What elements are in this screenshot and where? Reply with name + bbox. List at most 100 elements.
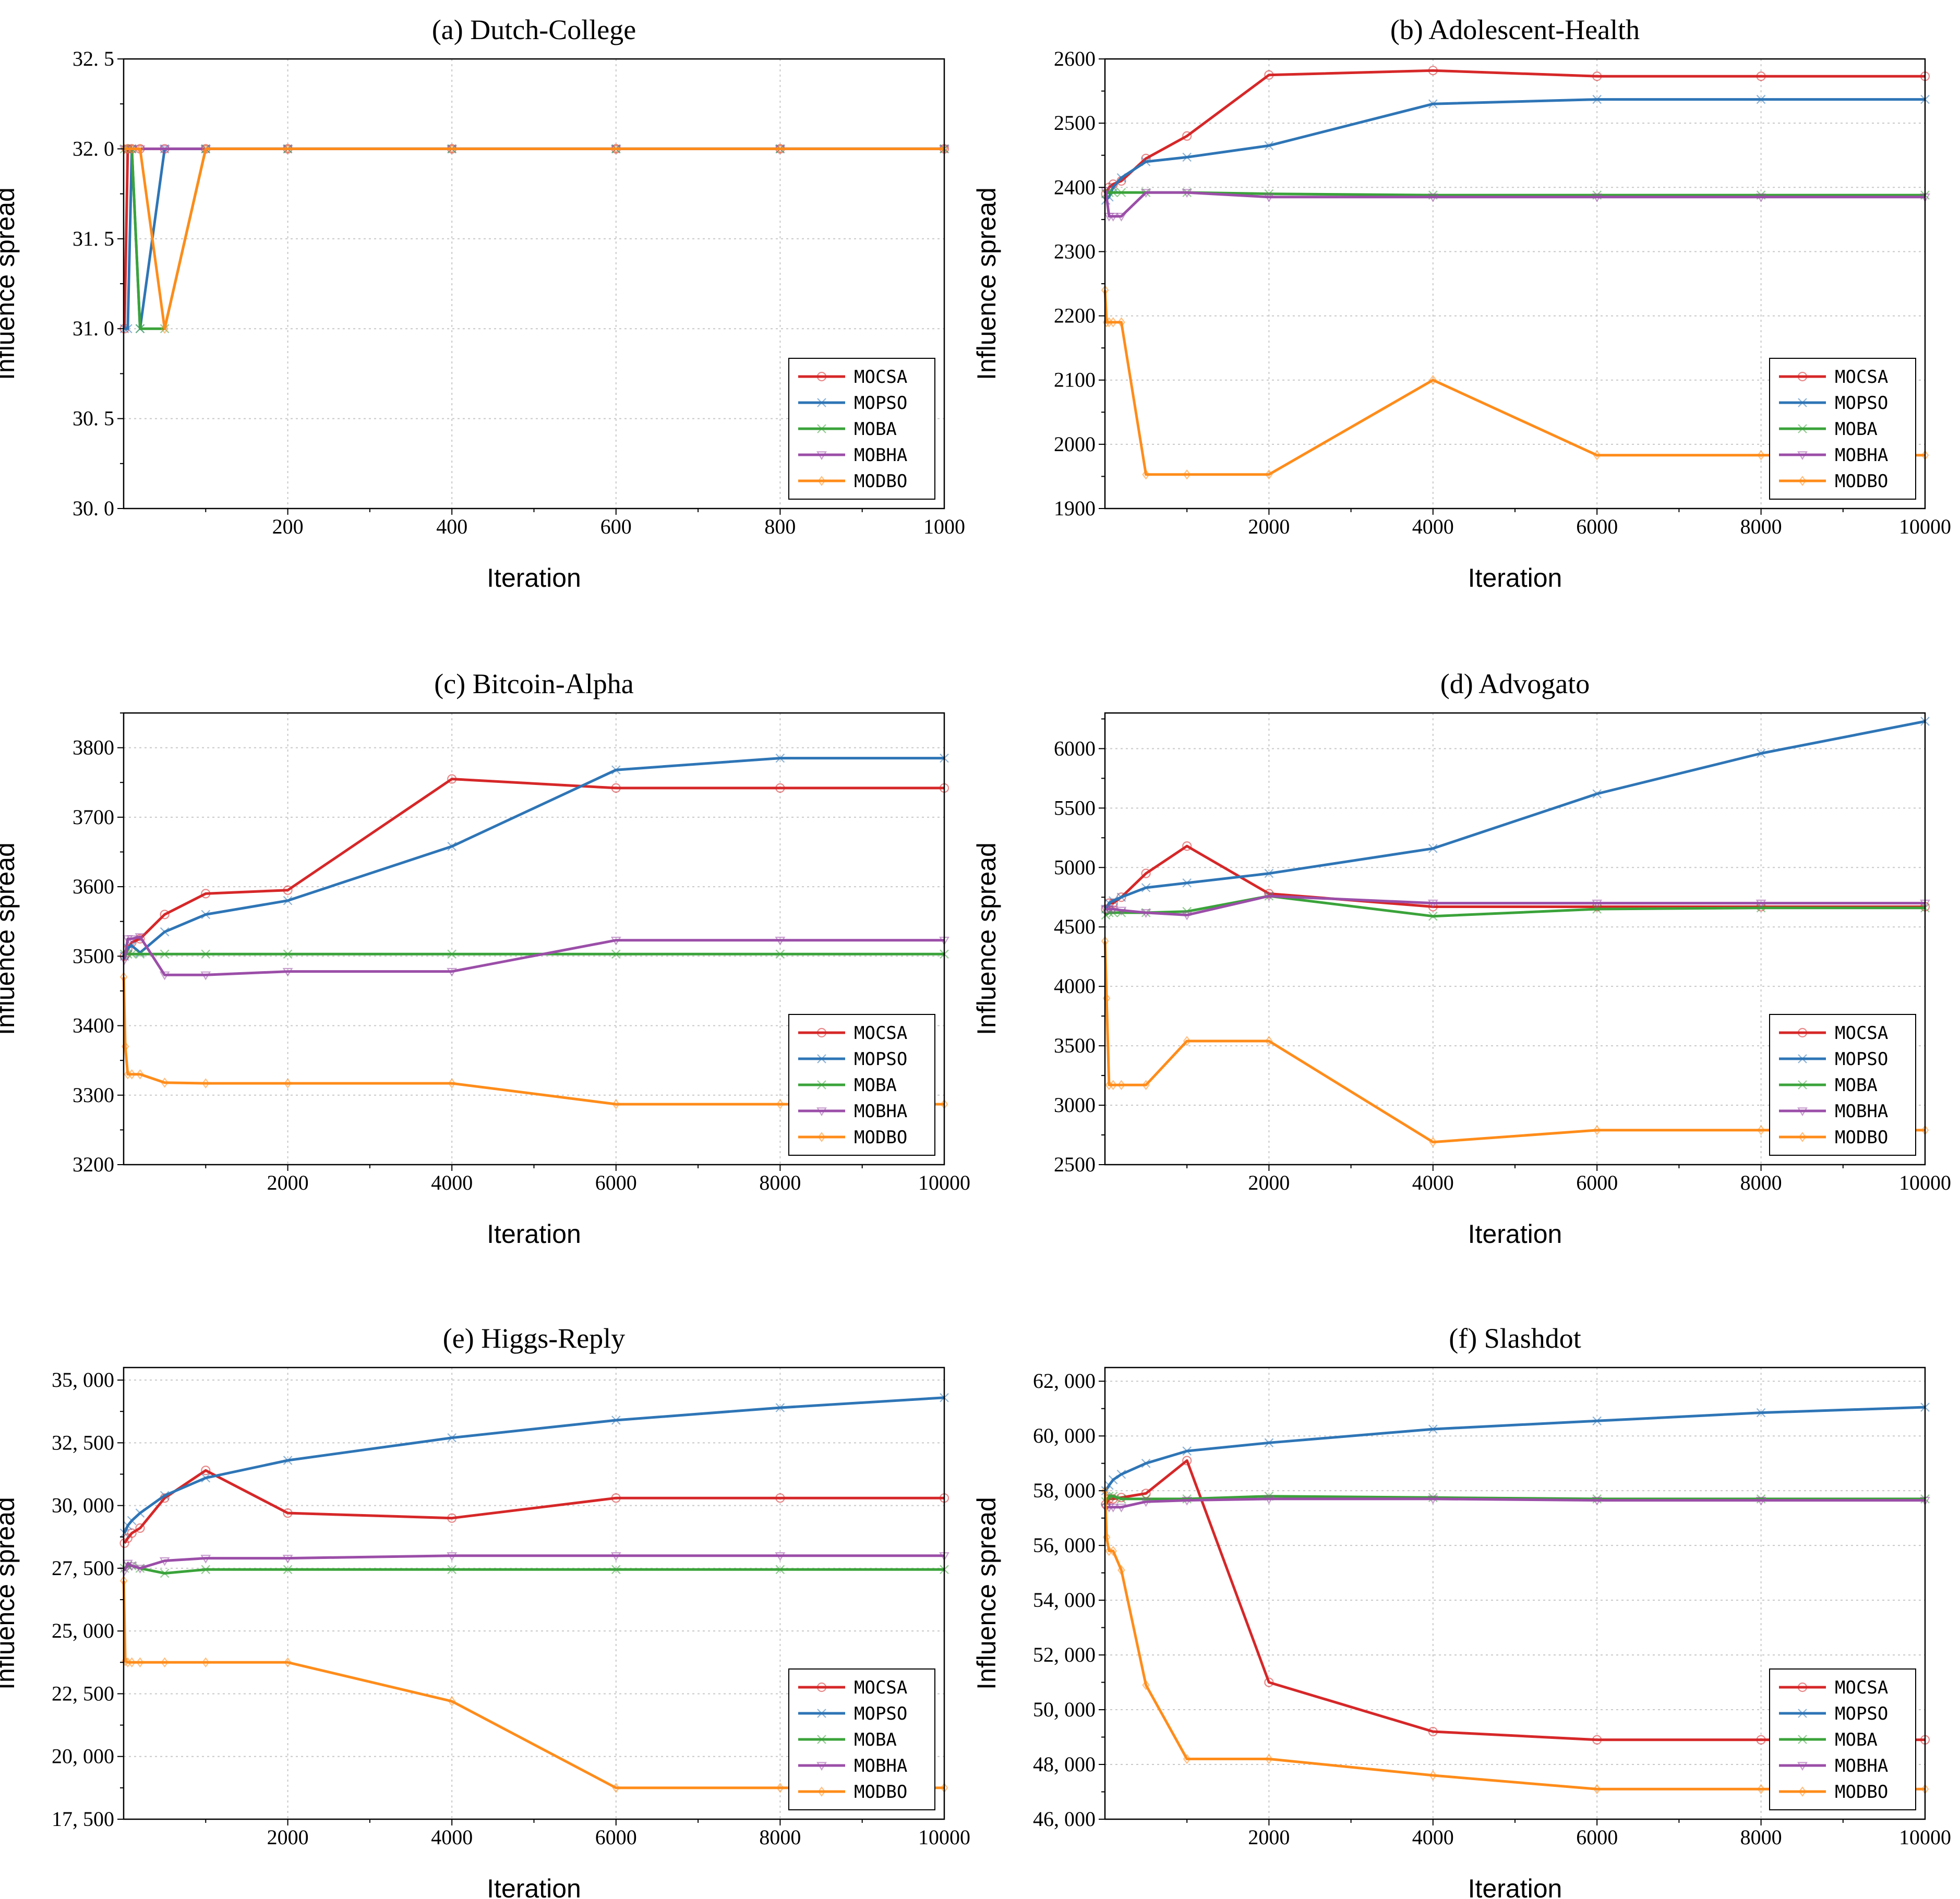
legend: MOCSA MOPSO MOBA MOBHA MODBO	[788, 1668, 935, 1810]
data-point	[447, 1552, 458, 1561]
data-point	[283, 885, 293, 895]
data-point	[1592, 1494, 1602, 1504]
data-point	[283, 1565, 293, 1575]
data-point	[1755, 193, 1766, 202]
x-tick-label: 4000	[1412, 1171, 1454, 1194]
data-point	[1592, 94, 1602, 104]
data-point	[1428, 1424, 1438, 1434]
data-point	[136, 143, 144, 154]
data-point	[1141, 1458, 1151, 1468]
x-tick-label: 6000	[1576, 1825, 1618, 1849]
data-point	[1140, 189, 1151, 198]
y-tick-label: 30. 0	[73, 497, 114, 520]
data-point	[1429, 374, 1437, 385]
y-tick-label: 20, 000	[52, 1745, 114, 1768]
y-axis-label: Influence spread	[0, 842, 20, 1035]
legend-label: MOCSA	[854, 367, 907, 388]
data-point	[1116, 1469, 1126, 1479]
data-point	[1183, 1753, 1191, 1764]
data-point	[1142, 1679, 1150, 1690]
x-tick-label: 200	[272, 515, 304, 538]
legend-marker	[1797, 371, 1808, 382]
data-point	[201, 949, 211, 959]
data-point	[1116, 1494, 1126, 1504]
legend-label: MOBHA	[854, 1756, 907, 1776]
data-point	[447, 949, 456, 959]
y-tick-label: 27, 500	[52, 1556, 114, 1580]
data-point	[1592, 904, 1602, 914]
y-tick-label: 3300	[73, 1083, 114, 1107]
y-tick-label: 2200	[1054, 304, 1096, 328]
data-point	[611, 949, 621, 959]
chart-panel-1: 200 400 600 800 1000 30. 0 30. 5 31. 0 31. 5 32. …	[0, 14, 965, 592]
legend-marker	[816, 1107, 827, 1117]
x-tick-label: 10000	[1899, 1171, 1951, 1194]
data-point	[160, 1568, 170, 1578]
data-point	[1182, 1446, 1192, 1456]
y-tick-label: 30, 000	[52, 1494, 114, 1517]
data-point	[1756, 1408, 1766, 1418]
data-point	[1429, 1770, 1437, 1781]
x-tick-label: 4000	[431, 1825, 473, 1849]
chart-panel-6: 2000 4000 6000 8000 10000 46, 000 48, 000 50, 0…	[972, 1323, 1951, 1899]
chart-title: (c) Bitcoin-Alpha	[434, 668, 633, 699]
legend-marker	[1797, 451, 1808, 461]
legend-marker	[1797, 1682, 1808, 1692]
data-point	[1109, 1080, 1117, 1091]
data-point	[1756, 94, 1766, 104]
legend-marker	[1797, 1762, 1808, 1771]
series-modbo	[119, 972, 948, 1109]
data-point	[1140, 909, 1151, 918]
legend-label: MOBHA	[1835, 1756, 1888, 1776]
data-point	[1264, 193, 1274, 202]
legend-marker	[816, 1027, 827, 1038]
chart-title: (d) Advogato	[1440, 668, 1590, 699]
legend-marker	[1798, 1709, 1807, 1718]
x-tick-label: 2000	[267, 1825, 309, 1849]
data-point	[284, 1078, 292, 1088]
data-point	[1183, 469, 1191, 480]
data-point	[128, 143, 136, 154]
data-point	[1141, 868, 1151, 878]
series-mopso	[119, 1393, 949, 1538]
data-point	[201, 1473, 211, 1483]
data-point	[611, 765, 621, 775]
y-tick-label: 1900	[1054, 497, 1096, 520]
legend-label: MODBO	[1835, 1782, 1888, 1803]
data-point	[1109, 1545, 1117, 1556]
data-point	[1592, 193, 1603, 202]
x-axis-label: Iteration	[487, 1219, 581, 1249]
legend-label: MOCSA	[854, 1677, 907, 1698]
data-point	[1592, 1416, 1602, 1426]
series-line-mobha	[123, 1554, 944, 1571]
data-point	[1116, 188, 1126, 197]
data-point	[200, 1554, 211, 1564]
data-point	[160, 910, 170, 920]
data-point	[1265, 1753, 1273, 1764]
y-tick-label: 30. 5	[73, 407, 114, 430]
y-tick-label: 3800	[73, 736, 114, 759]
legend-label: MODBO	[1835, 1127, 1888, 1148]
data-point	[136, 1069, 144, 1080]
legend-marker	[816, 451, 827, 461]
series-modbo	[1101, 1485, 1929, 1795]
data-point	[119, 956, 130, 965]
x-tick-label: 2000	[267, 1171, 309, 1194]
legend-marker	[817, 1735, 826, 1744]
y-tick-label: 5500	[1054, 796, 1096, 819]
data-point	[1182, 152, 1192, 162]
data-point	[1757, 450, 1765, 461]
y-tick-label: 3700	[73, 805, 114, 829]
chart-panel-4: 2000 4000 6000 8000 10000 2500 3000 3500 4000 450…	[972, 668, 1951, 1249]
data-point	[1428, 844, 1438, 853]
data-point	[135, 324, 145, 333]
x-tick-label: 6000	[1576, 515, 1618, 538]
series-line-modbo	[122, 977, 944, 1106]
data-point	[775, 936, 786, 946]
x-tick-label: 8000	[759, 1171, 801, 1194]
data-point	[1183, 1036, 1191, 1046]
y-tick-label: 32. 5	[73, 47, 114, 70]
legend-marker	[817, 1132, 826, 1142]
x-tick-label: 600	[600, 515, 632, 538]
data-point	[1428, 99, 1438, 108]
